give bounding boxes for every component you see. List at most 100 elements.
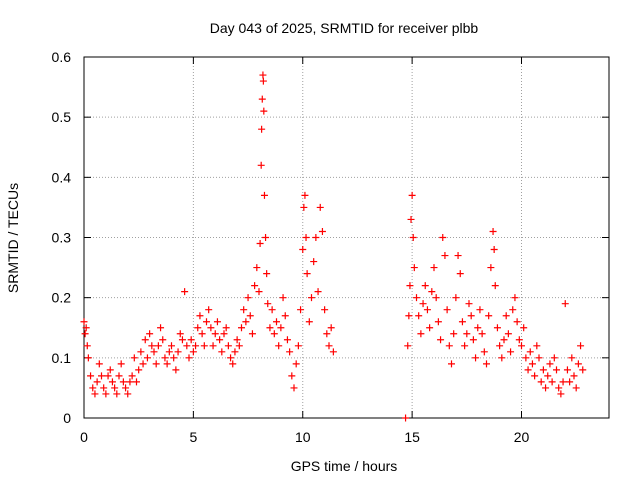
data-point bbox=[286, 348, 294, 356]
data-point bbox=[300, 203, 308, 211]
data-point bbox=[231, 348, 239, 356]
x-tick-label: 15 bbox=[404, 429, 420, 445]
data-point bbox=[240, 306, 248, 314]
data-point bbox=[407, 215, 415, 223]
data-point bbox=[568, 354, 576, 362]
data-point bbox=[406, 282, 414, 290]
data-point bbox=[537, 378, 545, 386]
data-point bbox=[472, 354, 480, 362]
data-point bbox=[238, 324, 245, 332]
data-point bbox=[178, 336, 186, 344]
data-point bbox=[229, 360, 237, 368]
data-point bbox=[218, 348, 226, 356]
data-point bbox=[157, 324, 165, 332]
data-point bbox=[555, 384, 563, 392]
data-point bbox=[478, 330, 486, 338]
data-point bbox=[544, 372, 552, 380]
data-point bbox=[577, 342, 585, 350]
data-point bbox=[430, 264, 438, 272]
data-point bbox=[283, 336, 291, 344]
data-point bbox=[139, 360, 147, 368]
data-point bbox=[213, 318, 221, 326]
data-point bbox=[277, 324, 285, 332]
y-tick-label: 0.3 bbox=[52, 230, 72, 246]
data-point bbox=[461, 342, 469, 350]
data-point bbox=[174, 348, 182, 356]
data-point bbox=[531, 372, 539, 380]
data-point bbox=[520, 324, 528, 332]
y-axis-ticks: 0 0.1 0.2 0.3 0.4 0.5 0.6 bbox=[52, 49, 609, 426]
data-point bbox=[526, 348, 534, 356]
data-point bbox=[122, 384, 130, 392]
data-point bbox=[463, 330, 471, 338]
data-point bbox=[294, 342, 302, 350]
y-tick-label: 0.4 bbox=[52, 169, 72, 185]
data-point bbox=[194, 324, 202, 332]
data-point bbox=[196, 312, 204, 320]
data-point bbox=[159, 336, 167, 344]
data-point bbox=[185, 354, 193, 362]
data-point bbox=[253, 264, 261, 272]
data-point bbox=[146, 330, 154, 338]
data-point bbox=[410, 264, 418, 272]
data-point bbox=[165, 348, 173, 356]
data-point bbox=[485, 312, 493, 320]
data-point bbox=[419, 300, 427, 308]
data-point bbox=[496, 342, 504, 350]
data-point bbox=[275, 342, 283, 350]
data-point bbox=[248, 330, 256, 338]
data-point bbox=[108, 378, 116, 386]
x-axis-label: GPS time / hours bbox=[291, 458, 398, 474]
data-point bbox=[148, 342, 156, 350]
data-point bbox=[181, 288, 189, 296]
data-point bbox=[417, 330, 425, 338]
data-point bbox=[257, 161, 265, 169]
data-point bbox=[135, 366, 143, 374]
data-point bbox=[504, 330, 512, 338]
data-point bbox=[528, 360, 536, 368]
y-tick-label: 0.5 bbox=[52, 109, 72, 125]
data-point bbox=[474, 324, 482, 332]
data-point bbox=[314, 288, 322, 296]
data-point bbox=[264, 300, 272, 308]
data-point bbox=[95, 360, 103, 368]
data-point bbox=[559, 378, 567, 386]
data-point bbox=[432, 294, 440, 302]
data-point bbox=[308, 294, 315, 302]
data-point bbox=[211, 330, 219, 338]
data-point bbox=[133, 378, 140, 386]
data-point bbox=[104, 372, 112, 380]
data-point bbox=[203, 318, 210, 326]
data-point bbox=[509, 306, 517, 314]
data-point bbox=[216, 336, 224, 344]
data-point bbox=[198, 330, 206, 338]
data-point bbox=[143, 354, 151, 362]
data-point bbox=[533, 342, 541, 350]
data-point bbox=[192, 342, 200, 350]
data-point bbox=[323, 330, 331, 338]
x-tick-label: 10 bbox=[295, 429, 311, 445]
data-point bbox=[260, 191, 268, 199]
data-point bbox=[89, 384, 97, 392]
x-tick-label: 5 bbox=[189, 429, 197, 445]
data-point bbox=[281, 312, 289, 320]
data-point bbox=[423, 306, 431, 314]
data-point bbox=[548, 378, 556, 386]
data-point bbox=[279, 294, 287, 302]
data-point bbox=[450, 330, 458, 338]
data-point bbox=[187, 336, 195, 344]
data-point bbox=[524, 366, 532, 374]
data-point bbox=[303, 270, 311, 278]
data-point bbox=[574, 360, 582, 368]
data-point bbox=[441, 252, 449, 260]
data-point bbox=[113, 390, 121, 398]
data-point bbox=[106, 366, 114, 374]
data-point bbox=[224, 342, 232, 350]
data-point bbox=[292, 360, 300, 368]
data-point bbox=[170, 354, 178, 362]
y-tick-label: 0.2 bbox=[52, 290, 72, 306]
data-point bbox=[409, 234, 417, 241]
data-point bbox=[266, 324, 274, 332]
data-point bbox=[260, 107, 268, 115]
